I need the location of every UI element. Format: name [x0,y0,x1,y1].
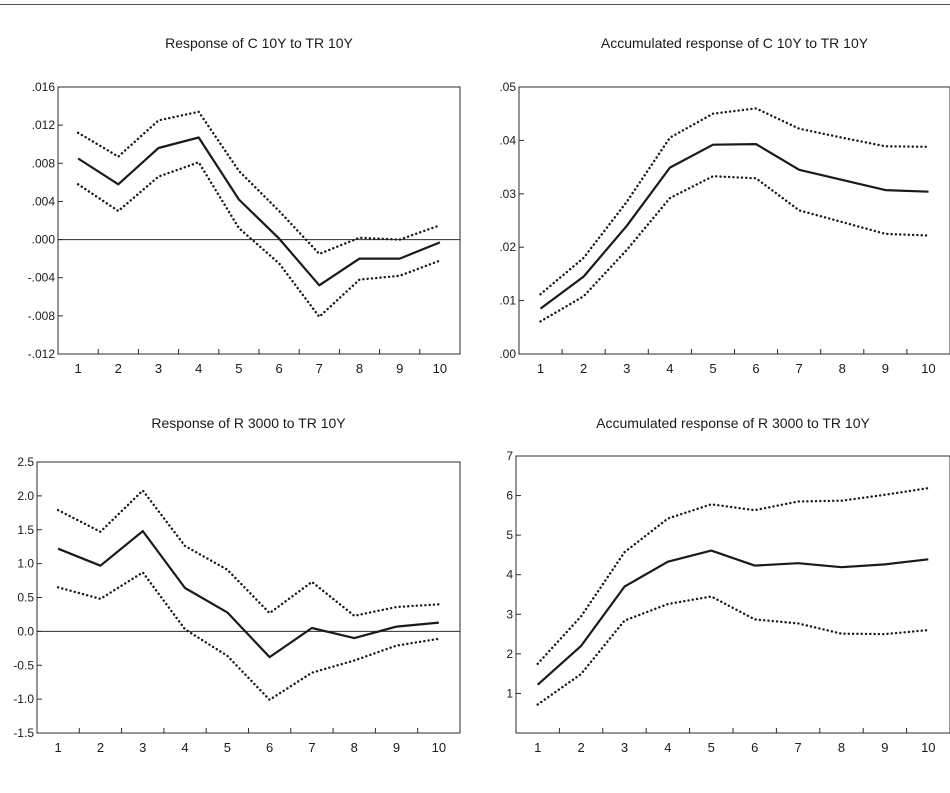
y-tick-label: .01 [499,294,516,308]
y-tick-label: .05 [499,80,516,94]
x-tick-label: 6 [752,361,759,376]
y-tick-label: .02 [499,240,516,254]
x-tick-label: 2 [580,361,587,376]
chart-panel-4: Accumulated response of R 3000 to TR 10Y… [506,415,950,755]
x-tick-label: 8 [838,740,845,755]
y-tick-label: .00 [499,347,516,361]
x-tick-label: 10 [432,740,446,755]
x-tick-label: 8 [351,740,358,755]
y-tick-label: -.004 [28,271,56,285]
y-tick-label: 1.0 [17,557,34,571]
x-tick-label: 9 [393,740,400,755]
y-tick-label: 2.5 [17,455,34,469]
y-tick-label: .03 [499,187,516,201]
upper-band-line [56,489,440,617]
response-line [57,529,439,659]
upper-band-line [539,107,930,296]
y-tick-label: .004 [32,194,56,208]
lower-band-line [539,174,930,323]
y-tick-label: .04 [499,133,516,147]
plot-frame [515,455,950,734]
y-tick-label: 2 [506,647,513,661]
x-tick-label: 5 [224,740,231,755]
x-tick-label: 1 [74,361,81,376]
chart-title: Response of R 3000 to TR 10Y [151,415,346,431]
x-tick-label: 1 [534,740,541,755]
top-rule [0,4,950,5]
x-tick-label: 10 [433,361,447,376]
x-tick-label: 1 [55,740,62,755]
x-tick-label: 7 [796,361,803,376]
x-tick-label: 3 [155,361,162,376]
x-tick-label: 7 [308,740,315,755]
y-tick-label: 6 [506,489,513,503]
y-tick-label: .012 [32,118,56,132]
x-tick-label: 8 [839,361,846,376]
x-tick-label: 4 [664,740,671,755]
y-tick-label: .000 [32,233,56,247]
x-tick-label: 8 [356,361,363,376]
chart-title: Accumulated response of C 10Y to TR 10Y [601,35,869,51]
y-tick-label: 1 [506,686,513,700]
y-tick-label: 1.5 [17,523,34,537]
y-tick-label: 0.0 [17,624,34,638]
y-tick-label: 4 [506,568,513,582]
chart-panel-1: Response of C 10Y to TR 10Y -.012 -.008 -.0… [28,35,461,376]
x-tick-label: 10 [921,361,935,376]
x-tick-label: 3 [139,740,146,755]
x-tick-label: 9 [882,361,889,376]
chart-panel-3: Response of R 3000 to TR 10Y -1.5 -1.0 -0.5… [13,415,461,755]
upper-band-line [536,486,930,665]
y-tick-label: -.012 [28,347,56,361]
x-tick-label: 2 [97,740,104,755]
response-line [539,143,929,310]
x-tick-label: 3 [623,361,630,376]
x-tick-label: 9 [396,361,403,376]
lower-band-line [56,571,440,701]
y-tick-label: 3 [506,607,513,621]
x-tick-label: 7 [316,361,323,376]
x-tick-label: 6 [266,740,273,755]
response-line [77,136,441,287]
x-tick-label: 3 [621,740,628,755]
y-tick-label: -1.0 [13,692,34,706]
x-tick-label: 6 [275,361,282,376]
plot-frame [518,86,950,355]
lower-band-line [76,161,442,318]
upper-band-line [76,110,442,256]
x-tick-label: 5 [709,361,716,376]
x-tick-label: 6 [751,740,758,755]
y-tick-label: .016 [32,80,56,94]
y-tick-label: .008 [32,156,56,170]
chart-title: Response of C 10Y to TR 10Y [165,35,353,51]
y-tick-label: 2.0 [17,489,34,503]
chart-title: Accumulated response of R 3000 to TR 10Y [596,415,870,431]
x-tick-label: 4 [666,361,673,376]
x-tick-label: 10 [921,740,935,755]
y-tick-label: 7 [506,449,513,463]
plot-frame [36,461,461,734]
y-tick-label: 0.5 [17,591,34,605]
x-tick-label: 9 [881,740,888,755]
x-tick-label: 2 [115,361,122,376]
y-tick-label: 5 [506,528,513,542]
y-tick-label: -.008 [28,309,56,323]
y-tick-label: -1.5 [13,726,34,740]
x-tick-label: 5 [708,740,715,755]
x-tick-label: 4 [181,740,188,755]
x-tick-label: 1 [537,361,544,376]
response-line [536,549,929,686]
lower-band-line [536,595,930,706]
chart-panel-2: Accumulated response of C 10Y to TR 10Y.… [499,35,950,376]
x-tick-label: 4 [195,361,202,376]
x-tick-label: 5 [235,361,242,376]
x-tick-label: 7 [794,740,801,755]
x-tick-label: 2 [577,740,584,755]
y-tick-label: -0.5 [13,658,34,672]
